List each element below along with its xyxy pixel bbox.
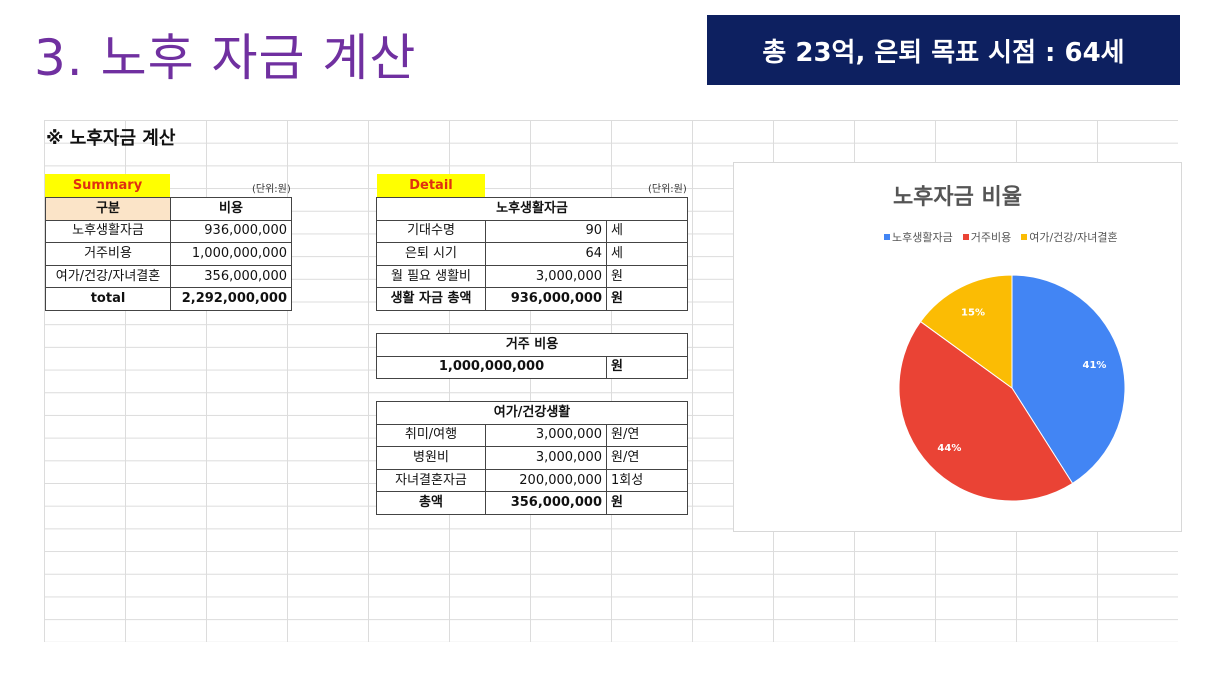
pie-slice-0[interactable] (1011, 274, 1126, 485)
living-total-value[interactable]: 936,000,000 (485, 287, 607, 311)
goal-banner: 총 23억, 은퇴 목표 시점 : 64세 (707, 15, 1180, 85)
detail-unit: (단위:원) (648, 184, 687, 195)
leisure-cell[interactable]: 원/연 (606, 446, 688, 470)
summary-total-value[interactable]: 2,292,000,000 (170, 287, 292, 311)
housing-cost-value[interactable]: 1,000,000,000 (376, 355, 607, 380)
leisure-cell[interactable]: 3,000,000 (485, 446, 607, 470)
leisure-cell[interactable]: 취미/여행 (376, 423, 486, 448)
pie-slice-1[interactable] (898, 320, 1074, 502)
summary-cell[interactable]: 1,000,000,000 (170, 242, 292, 266)
living-total-unit[interactable]: 원 (606, 287, 688, 311)
summary-cell[interactable]: 여가/건강/자녀결혼 (45, 264, 171, 289)
leisure-cell[interactable]: 200,000,000 (485, 468, 607, 493)
living-cost-table: 노후생활자금 기대수명 90 세 은퇴 시기 64 세 월 필요 생활비 3,0… (376, 197, 688, 311)
summary-cell[interactable]: 노후생활자금 (45, 219, 171, 244)
leisure-total-label[interactable]: 총액 (376, 491, 486, 515)
pie-slice-label: 44% (937, 443, 961, 454)
legend-swatch (962, 234, 969, 240)
living-cell[interactable]: 90 (485, 219, 607, 244)
housing-cost-unit[interactable]: 원 (606, 355, 688, 380)
legend-label: 노후생활자금 (892, 231, 953, 244)
leisure-cell[interactable]: 원/연 (606, 423, 688, 448)
summary-cell[interactable]: 356,000,000 (170, 264, 292, 289)
leisure-health-title: 여가/건강생활 (376, 401, 688, 425)
living-cell[interactable]: 세 (606, 242, 688, 266)
summary-header-category: 구분 (45, 197, 171, 221)
pie-chart-panel[interactable]: 노후자금 비율 노후생활자금 거주비용 여가/건강/자녀결혼 41% 44% 15% (733, 162, 1182, 532)
legend-label: 여가/건강/자녀결혼 (1029, 231, 1118, 244)
legend-item: 노후생활자금 (884, 229, 953, 245)
living-cell[interactable]: 월 필요 생활비 (376, 264, 486, 289)
legend-item: 거주비용 (962, 229, 1012, 245)
pie-chart: 41% 44% 15% (898, 274, 1126, 502)
living-cost-title: 노후생활자금 (376, 197, 688, 221)
legend-label: 거주비용 (970, 231, 1012, 244)
sheet-heading: ※ 노후자금 계산 (46, 128, 176, 149)
legend-swatch (884, 234, 890, 240)
housing-cost-table: 거주 비용 1,000,000,000 원 (376, 333, 688, 380)
living-cell[interactable]: 은퇴 시기 (376, 242, 486, 266)
summary-total-label[interactable]: total (45, 287, 171, 311)
summary-label: Summary (45, 174, 170, 197)
leisure-total-unit[interactable]: 원 (606, 491, 688, 515)
pie-slice-2[interactable] (919, 274, 1013, 389)
summary-cell[interactable]: 거주비용 (45, 242, 171, 266)
living-total-label[interactable]: 생활 자금 총액 (376, 287, 486, 311)
leisure-total-value[interactable]: 356,000,000 (485, 491, 607, 515)
slide-title: 3. 노후 자금 계산 (34, 29, 417, 87)
summary-table: 구분 비용 노후생활자금 936,000,000 거주비용 1,000,000,… (45, 197, 292, 311)
summary-unit: (단위:원) (252, 184, 291, 195)
summary-header-cost: 비용 (170, 197, 292, 221)
leisure-cell[interactable]: 3,000,000 (485, 423, 607, 448)
leisure-health-table: 여가/건강생활 취미/여행 3,000,000 원/연 병원비 3,000,00… (376, 401, 688, 515)
summary-cell[interactable]: 936,000,000 (170, 219, 292, 244)
housing-cost-title: 거주 비용 (376, 333, 688, 357)
living-cell[interactable]: 기대수명 (376, 219, 486, 244)
pie-slice-label: 15% (961, 307, 985, 318)
leisure-cell[interactable]: 병원비 (376, 446, 486, 470)
leisure-cell[interactable]: 1회성 (606, 468, 688, 493)
chart-legend: 노후생활자금 거주비용 여가/건강/자녀결혼 (884, 229, 1118, 245)
legend-item: 여가/건강/자녀결혼 (1021, 229, 1118, 245)
living-cell[interactable]: 64 (485, 242, 607, 266)
leisure-cell[interactable]: 자녀결혼자금 (376, 468, 486, 493)
legend-swatch (1021, 234, 1028, 240)
chart-title: 노후자금 비율 (892, 185, 1023, 210)
living-cell[interactable]: 원 (606, 264, 688, 289)
living-cell[interactable]: 세 (606, 219, 688, 244)
detail-label: Detail (377, 174, 485, 197)
living-cell[interactable]: 3,000,000 (485, 264, 607, 289)
pie-slice-label: 41% (1083, 360, 1107, 371)
